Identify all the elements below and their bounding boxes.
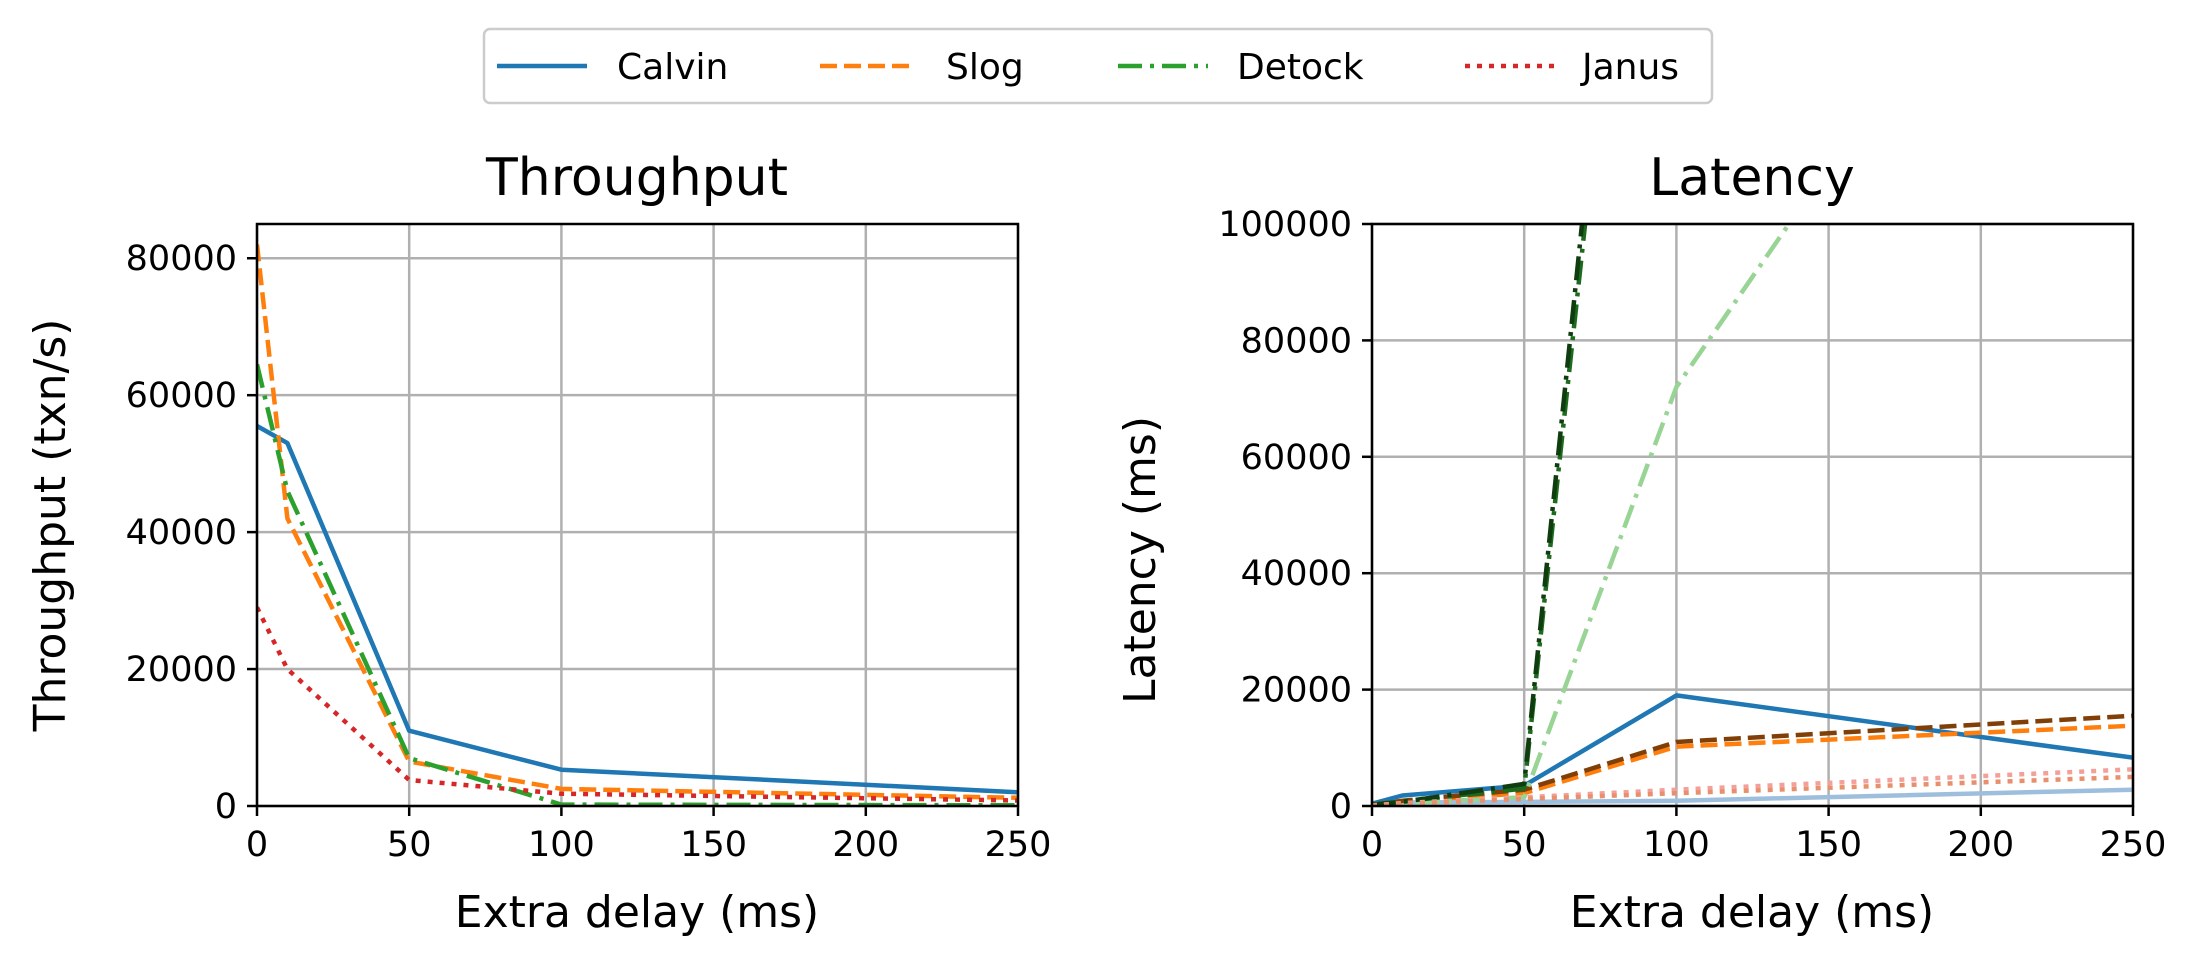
latency-xtick-label: 200 — [1947, 825, 2014, 865]
latency-ytick-label: 40000 — [1241, 554, 1352, 594]
throughput-ytick-label: 60000 — [126, 376, 237, 416]
throughput-panel: Throughput 0 50 100 150 200 250 0 20000 40000 600… — [25, 148, 1051, 938]
throughput-series-group — [257, 244, 1018, 806]
legend-label-janus: Janus — [1580, 47, 1679, 88]
latency-ytick-label: 20000 — [1241, 671, 1352, 711]
latency-ytick-label: 60000 — [1241, 438, 1352, 478]
latency-xtick-label: 150 — [1795, 825, 1862, 865]
throughput-xtick-label: 200 — [832, 825, 899, 865]
latency-xtick-label: 250 — [2100, 825, 2167, 865]
latency-xtick-label: 50 — [1502, 825, 1547, 865]
legend-item-detock: Detock — [1118, 47, 1364, 88]
legend-label-calvin: Calvin — [617, 47, 728, 88]
throughput-xlabel: Extra delay (ms) — [455, 887, 819, 938]
throughput-xtick-label: 50 — [387, 825, 432, 865]
latency-title: Latency — [1649, 148, 1855, 208]
latency-panel: Latency 0 50 100 150 200 250 0 20000 40000 60000 8… — [1115, 148, 2166, 938]
latency-ytick-label: 100000 — [1218, 205, 1352, 245]
throughput-series-calvin-line — [257, 424, 1018, 795]
latency-series-detock-line — [1372, 224, 1791, 806]
legend-item-slog: Slog — [820, 47, 1024, 88]
throughput-xtick-label: 250 — [985, 825, 1052, 865]
latency-xtick-label: 100 — [1643, 825, 1710, 865]
latency-ytick-label: 80000 — [1241, 321, 1352, 361]
latency-series-detock-line — [1372, 224, 1585, 806]
throughput-xtick-label: 0 — [246, 825, 268, 865]
latency-ylabel: Latency (ms) — [1115, 416, 1166, 704]
latency-ytick-label: 0 — [1330, 787, 1352, 827]
throughput-series-slog-line — [257, 244, 1018, 801]
throughput-xtick-label: 150 — [680, 825, 747, 865]
latency-series-calvin-line — [1372, 693, 2133, 806]
throughput-ytick-label: 40000 — [126, 513, 237, 553]
throughput-ytick-label: 20000 — [126, 650, 237, 690]
latency-series-calvin-line — [1372, 787, 2133, 806]
latency-axes-frame — [1370, 222, 2135, 808]
latency-xtick-label: 0 — [1361, 825, 1383, 865]
legend-item-janus: Janus — [1465, 47, 1679, 88]
latency-plot-area: 0 50 100 150 200 250 0 20000 40000 60000 80000 1000… — [1218, 205, 2166, 865]
legend-label-slog: Slog — [946, 47, 1024, 88]
legend-label-detock: Detock — [1237, 47, 1364, 88]
throughput-series-detock-line — [257, 363, 1018, 806]
latency-xlabel: Extra delay (ms) — [1570, 887, 1934, 938]
latency-series-slog-line — [1372, 723, 2133, 806]
throughput-ylabel: Throughput (txn/s) — [25, 319, 76, 733]
legend-frame — [482, 27, 1714, 105]
throughput-plot-area: 0 50 100 150 200 250 0 20000 40000 60000 80000 — [126, 222, 1052, 865]
throughput-axes-frame — [255, 222, 1020, 808]
throughput-xtick-label: 100 — [528, 825, 595, 865]
latency-series-group — [1372, 224, 2133, 806]
latency-series-janus-line — [1372, 767, 2133, 806]
legend: Calvin Slog Detock Janus — [482, 27, 1714, 105]
legend-item-calvin: Calvin — [497, 47, 728, 88]
throughput-title: Throughput — [485, 148, 788, 208]
throughput-ytick-label: 80000 — [126, 239, 237, 279]
latency-series-janus-line — [1372, 774, 2133, 806]
throughput-ytick-label: 0 — [215, 787, 237, 827]
